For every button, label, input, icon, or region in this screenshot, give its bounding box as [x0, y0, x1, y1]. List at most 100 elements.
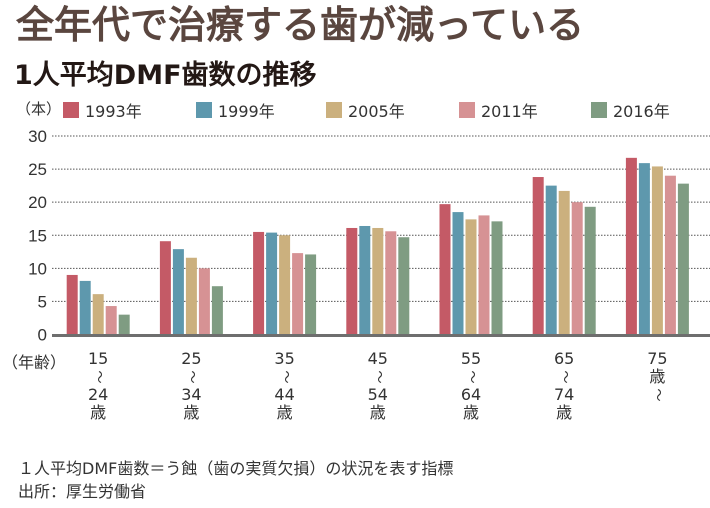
legend-item-2016: 2016年	[591, 98, 670, 122]
bar-1999-group-0	[79, 280, 91, 335]
legend-label-1999: 1999年	[218, 102, 275, 121]
x-tick-label-line: ～	[557, 370, 573, 384]
footnote: １人平均DMF歯数＝う蝕（歯の実質欠損）の状況を表す指標	[18, 459, 454, 478]
x-tick-label-line: ～	[184, 370, 200, 384]
bars	[66, 157, 689, 335]
bar-2016-group-2	[305, 254, 317, 335]
legend-swatch-1999	[196, 102, 212, 118]
x-tick-label-line: 歳	[369, 403, 386, 422]
bar-2011-group-4	[478, 215, 490, 335]
y-axis-unit-label: （本）	[16, 100, 62, 118]
legend-label-2016: 2016年	[613, 102, 670, 121]
y-tick-label: 30	[28, 127, 47, 146]
legend-swatch-2011	[459, 102, 475, 118]
x-tick-label-line: ～	[464, 370, 479, 384]
y-tick-label: 15	[28, 226, 47, 245]
x-tick-label-line: 74	[554, 385, 575, 404]
x-tick-label-line: ～	[91, 370, 107, 384]
legend-item-2005: 2005年	[326, 98, 405, 122]
bar-2011-group-0	[105, 306, 117, 335]
x-tick-label-group-0: 15 ～ 24 歳	[78, 350, 118, 422]
x-axis-label: （年齢）	[2, 353, 67, 372]
y-tick-label: 5	[38, 292, 47, 311]
x-tick-label-line: 54	[367, 385, 388, 404]
bar-2005-group-6	[651, 166, 663, 335]
bar-1999-group-4	[452, 212, 464, 335]
bar-2016-group-0	[118, 314, 130, 335]
bar-2016-group-5	[584, 206, 596, 335]
source-note: 出所：厚生労働省	[18, 482, 147, 501]
x-tick-label-line: 歳	[556, 403, 573, 422]
x-tick-label-group-4: 55 ～ 64 歳	[451, 350, 491, 422]
x-tick-label-line: 34	[181, 385, 202, 404]
legend-item-1999: 1999年	[196, 98, 275, 122]
legend-item-1993: 1993年	[63, 98, 142, 122]
bar-2005-group-1	[185, 257, 197, 335]
bar-2016-group-6	[677, 183, 689, 335]
bar-2005-group-3	[372, 227, 384, 335]
headline: 全年代で治療する歯が減っている	[16, 3, 585, 47]
y-axis-ticks: 0 5 10 15 20 25 30	[28, 127, 47, 345]
x-tick-label-group-1: 25 ～ 34 歳	[171, 350, 211, 422]
x-tick-label-line: 45	[367, 349, 388, 368]
legend-swatch-1993	[63, 102, 79, 118]
x-tick-label-line: 55	[460, 349, 482, 368]
x-tick-label-line: 歳	[276, 403, 293, 422]
legend-label-1993: 1993年	[85, 102, 142, 121]
x-tick-label-line: 35	[274, 349, 295, 368]
bar-2011-group-3	[385, 231, 397, 335]
bar-1993-group-4	[439, 204, 451, 335]
x-tick-label-group-2: 35 ～ 44 歳	[265, 350, 305, 422]
bar-2011-group-5	[571, 202, 583, 335]
x-tick-label-line: ～	[370, 370, 386, 384]
bar-1999-group-3	[359, 225, 371, 335]
bar-1999-group-6	[638, 163, 650, 335]
y-tick-label: 0	[38, 326, 47, 345]
y-tick-label: 25	[28, 160, 47, 179]
y-tick-label: 10	[28, 259, 47, 278]
bar-2011-group-6	[664, 175, 676, 335]
bar-1993-group-3	[346, 227, 358, 335]
legend-swatch-2005	[326, 102, 342, 118]
bar-1993-group-6	[625, 157, 637, 335]
bar-1993-group-5	[532, 177, 544, 335]
x-tick-label-line: 44	[274, 385, 295, 404]
x-tick-label-line: 75	[647, 349, 668, 368]
y-tick-label: 20	[28, 193, 47, 212]
bar-1993-group-1	[159, 241, 171, 335]
x-tick-label-line: 64	[460, 385, 482, 404]
x-tick-label-line: ～	[277, 370, 293, 384]
bar-2016-group-4	[491, 221, 503, 335]
bar-2005-group-2	[279, 235, 291, 335]
x-tick-label-line: 15	[88, 349, 109, 368]
bar-1993-group-2	[253, 231, 265, 335]
x-tick-label-group-5: 65 ～ 74 歳	[544, 350, 584, 422]
x-tick-label-line: 65	[554, 349, 575, 368]
bar-2005-group-0	[92, 294, 104, 335]
legend-item-2011: 2011年	[459, 98, 538, 122]
x-tick-label-line: 24	[88, 385, 109, 404]
bar-2016-group-1	[211, 286, 223, 335]
x-tick-label-line: 歳	[649, 367, 666, 386]
bar-1993-group-0	[66, 274, 78, 335]
bar-2005-group-4	[465, 219, 477, 335]
x-tick-label-line: 歳	[462, 403, 479, 422]
x-tick-label-group-6: 75 歳 ～	[637, 350, 677, 404]
legend: 1993年 1999年 2005年 2011年 2016年	[0, 98, 710, 122]
legend-label-2011: 2011年	[481, 102, 538, 121]
bar-1999-group-1	[172, 249, 184, 335]
bar-2005-group-5	[558, 190, 570, 335]
x-tick-label-line: 歳	[183, 403, 200, 422]
x-tick-label-line: ～	[650, 388, 666, 402]
bar-2011-group-1	[198, 268, 210, 335]
bar-1999-group-2	[266, 232, 278, 335]
x-tick-label-line: 25	[181, 349, 202, 368]
legend-swatch-2016	[591, 102, 607, 118]
bar-1999-group-5	[545, 185, 557, 335]
bar-chart: 0 5 10 15 20 25 30	[28, 127, 710, 345]
bar-2016-group-3	[398, 237, 410, 335]
bar-2011-group-2	[292, 253, 304, 335]
x-tick-label-group-3: 45 ～ 54 歳	[358, 350, 398, 422]
chart-title: 1人平均DMF歯数の推移	[14, 60, 317, 91]
legend-label-2005: 2005年	[348, 102, 405, 121]
